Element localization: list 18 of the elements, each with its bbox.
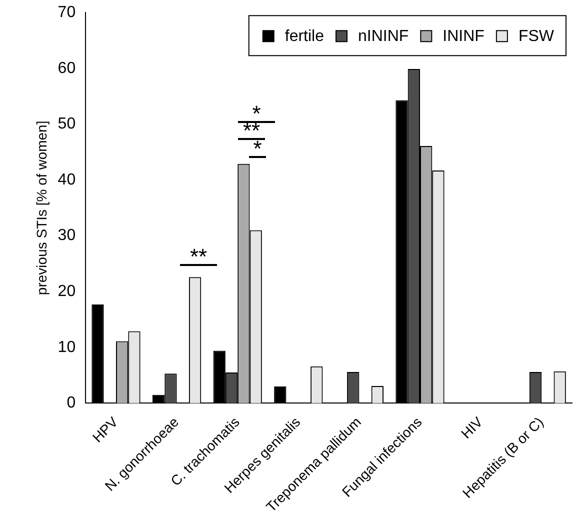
y-axis-title: previous STIs [% of women] [33,120,50,296]
y-tick-label: 50 [58,116,76,133]
significance-bracket: ** [238,124,265,140]
y-tick-label: 20 [58,283,76,300]
legend-label: fertile [284,28,324,46]
y-tick-label: 30 [58,227,76,244]
legend-label: nININF [358,28,409,46]
y-tick-label: 0 [66,394,76,412]
y-tick-label: 40 [58,171,76,188]
y-tick-label: 60 [58,60,76,77]
legend-label: ININF [442,28,485,46]
legend-label: FSW [518,28,555,46]
x-tick-label: HIV [458,413,486,442]
significance-bracket: * [249,142,266,158]
significance-bracket: * [238,107,275,123]
significance-bracket: ** [180,250,217,266]
y-tick-label: 10 [58,338,76,356]
y-tick-label: 70 [58,4,76,22]
